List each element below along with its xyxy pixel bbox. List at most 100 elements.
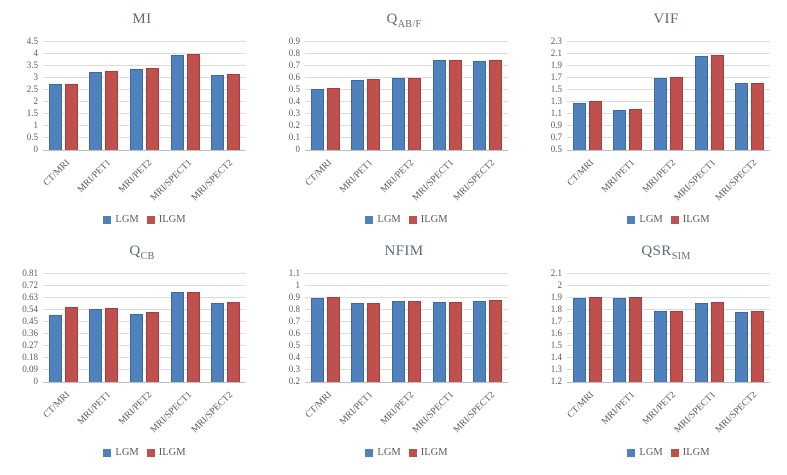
category-label: MRI/SPECT1 [673, 390, 719, 436]
plot-area: 0 0.09 0.18 0.27 0.36 0.45 0.54 0.63 0.72 0.81 CT/… [22, 269, 246, 435]
legend: LGM ILGM [43, 447, 246, 458]
bar-group [165, 42, 206, 150]
chart-title-subscript: SIM [671, 251, 691, 262]
bar-group [386, 274, 427, 382]
gridline [43, 89, 246, 90]
y-tick-label: 0.5 [550, 144, 562, 154]
gridline [305, 345, 508, 347]
category-label: MRI/PET2 [378, 390, 416, 427]
plot-area: 0.5 0.7 0.9 1.1 1.3 1.5 1.7 1.9 2.1 2.3 CT/MRI MRI/… [551, 37, 770, 203]
chart-title: QAB/F [298, 11, 510, 30]
gridline [305, 273, 508, 274]
bar-lgm [572, 103, 586, 150]
y-tick-label: 0.8 [288, 304, 300, 315]
bar-ilgm [710, 55, 724, 150]
bar-group [305, 42, 346, 150]
legend-label: ILGM [682, 447, 710, 458]
bar-group [729, 42, 770, 150]
legend-label: ILGM [420, 214, 448, 225]
y-tick-label: 0.1 [288, 132, 300, 143]
gridline [567, 113, 770, 115]
y-tick-label: 0.8 [288, 48, 300, 59]
legend-swatch-lgm [365, 448, 374, 457]
bar-ilgm [448, 301, 462, 382]
y-tick-label: 1.1 [550, 108, 562, 119]
bar-ilgm [669, 76, 683, 150]
legend-label: ILGM [158, 447, 186, 458]
y-tick-label: 2 [557, 280, 563, 291]
chart-title-text: Q [129, 243, 141, 259]
legend-item-ilgm: ILGM [408, 447, 448, 458]
gridline [305, 309, 508, 311]
bar-ilgm [367, 303, 381, 382]
legend-swatch-lgm [627, 448, 636, 457]
y-tick-label: 3 [33, 72, 39, 83]
category-label: MRI/SPECT2 [189, 158, 235, 204]
y-tick-label: 0.2 [288, 376, 300, 386]
bar-lgm [735, 83, 749, 150]
bar-group [648, 274, 689, 382]
bar-group [427, 42, 468, 150]
bar-lgm [48, 84, 62, 150]
bar-lgm [473, 301, 487, 382]
y-tick-label: 1.7 [550, 316, 562, 326]
category-label: CT/MRI [304, 158, 335, 189]
legend-swatch-ilgm [670, 448, 679, 457]
legend-item-ilgm: ILGM [408, 214, 448, 225]
bar-lgm [432, 302, 446, 382]
legend-swatch-ilgm [146, 215, 155, 224]
gridline [305, 369, 508, 370]
category-label: MRI/PET1 [338, 158, 375, 195]
category-label: MRI/PET1 [600, 390, 637, 427]
bar-ilgm [588, 101, 602, 150]
y-tick-label: 1.5 [26, 108, 38, 119]
bar-group [43, 42, 84, 150]
y-tick-label: 0.5 [288, 340, 300, 351]
bar-ilgm [407, 77, 421, 150]
bar-ilgm [186, 291, 200, 382]
legend-swatch-lgm [365, 215, 374, 224]
bar-group [124, 42, 165, 150]
chart-title: QCB [36, 243, 248, 262]
legend-label: LGM [115, 214, 139, 225]
y-tick-label: 0.4 [288, 352, 300, 363]
y-tick-label: 2 [33, 96, 39, 107]
bar-ilgm [710, 302, 724, 382]
chart-title-text: Q [386, 11, 398, 27]
bar-group [648, 42, 689, 150]
gridline [305, 357, 508, 358]
legend-item-lgm: LGM [365, 447, 401, 458]
gridline [567, 297, 770, 298]
gridline [305, 321, 508, 322]
gridline [305, 137, 508, 138]
bar-group [567, 42, 608, 150]
bar-group [729, 274, 770, 382]
chart-title: QSRSIM [560, 243, 772, 262]
gridline [567, 357, 770, 358]
category-label: MRI/PET1 [338, 390, 375, 427]
gridline [43, 333, 246, 334]
category-label: MRI/SPECT1 [411, 390, 457, 436]
bar-lgm [48, 314, 62, 382]
bar-ilgm [629, 296, 643, 382]
bar-group [467, 274, 508, 382]
gridline [567, 321, 770, 322]
gridline [305, 125, 508, 126]
y-tick-label: 0.5 [26, 132, 38, 143]
category-label: CT/MRI [304, 390, 335, 421]
bar-lgm [653, 78, 667, 150]
gridline [305, 333, 508, 334]
gridline [43, 357, 246, 358]
bar-ilgm [407, 300, 421, 382]
bar-ilgm [588, 297, 602, 382]
bar-ilgm [326, 297, 340, 382]
plot-area: 0 0.1 0.2 0.3 0.4 0.5 0.6 0.7 0.8 0.9 CT/MRI MRI/PE… [289, 37, 508, 203]
y-tick-label: 1.1 [288, 268, 300, 278]
gridline [43, 321, 246, 322]
legend: LGM ILGM [305, 447, 508, 458]
bar-lgm [170, 292, 184, 382]
y-tick-label: 0 [33, 376, 39, 386]
category-label: MRI/SPECT1 [411, 158, 457, 204]
gridline [305, 65, 508, 66]
y-tick-label: 1.8 [550, 304, 562, 315]
